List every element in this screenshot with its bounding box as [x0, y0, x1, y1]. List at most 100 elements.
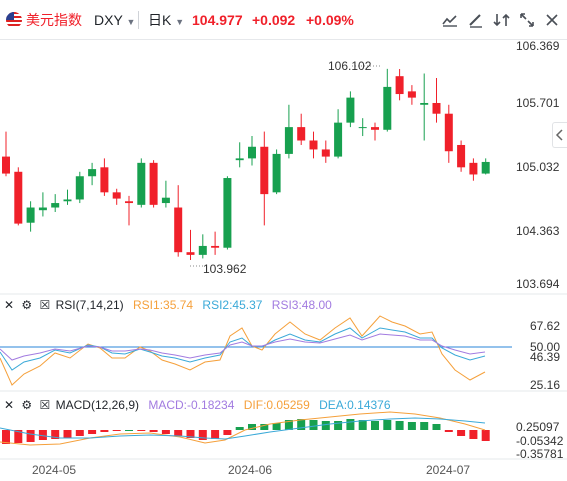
rsi2-value: RSI2:45.37 — [202, 298, 263, 312]
macd-bar — [371, 421, 379, 430]
macd-bar — [235, 427, 244, 430]
macd-tick: 0.25097 — [516, 420, 560, 434]
dea-line — [0, 417, 486, 440]
candle-body — [26, 207, 35, 223]
candle-body — [174, 207, 183, 253]
candlestick-series — [2, 68, 490, 261]
macd-tick: -0.35781 — [516, 447, 564, 461]
candle-body — [469, 162, 478, 175]
candle-body — [260, 146, 269, 195]
period-selector[interactable]: 日K ▼ — [148, 12, 184, 30]
macd-bar — [444, 430, 453, 432]
macd-bar — [149, 430, 158, 432]
expand-icon[interactable] — [517, 11, 537, 29]
candle-body — [161, 197, 170, 204]
macd-name[interactable]: MACD(12,26,9) — [55, 398, 139, 412]
macd-bar — [420, 422, 429, 430]
instrument-name[interactable]: 美元指数 — [26, 12, 82, 28]
x-axis-label: 2024-06 — [228, 463, 273, 477]
price-change-percent: +0.09% — [306, 12, 354, 28]
macd-bar — [457, 430, 466, 436]
dif-value: DIF:0.05259 — [243, 398, 310, 412]
macd-bar — [395, 421, 404, 430]
rsi1-value: RSI1:35.74 — [133, 298, 194, 312]
macd-bar — [211, 430, 220, 439]
candle-body — [309, 140, 318, 150]
macd-bar — [481, 430, 490, 441]
macd-bar — [137, 430, 146, 431]
macd-bar — [358, 420, 367, 430]
candle-body — [51, 203, 60, 208]
price-tick: 104.363 — [516, 224, 560, 238]
candle-body — [2, 156, 10, 174]
instrument-symbol[interactable]: DXY ▼ — [94, 12, 135, 30]
rsi2-line — [0, 327, 486, 371]
us-flag-icon — [6, 12, 22, 28]
divider — [138, 11, 139, 29]
candle-body — [407, 91, 416, 98]
macd-bar — [260, 424, 269, 430]
close-icon[interactable] — [542, 11, 562, 29]
macd-tick: -0.05342 — [516, 434, 564, 448]
rsi3-line — [0, 333, 486, 361]
rsi-tick: 46.39 — [530, 350, 560, 364]
draw-icon[interactable] — [466, 11, 486, 29]
chevron-down-icon: ▼ — [175, 17, 185, 27]
candle-body — [88, 169, 97, 177]
compare-icon[interactable] — [492, 11, 512, 29]
kline-chart[interactable]: 106.369 105.701 105.032 104.363 103.694 … — [0, 40, 567, 481]
macd-bar — [174, 430, 183, 436]
close-icon[interactable]: ✕ — [4, 398, 15, 412]
macd-bar — [100, 430, 109, 432]
candle-body — [137, 162, 146, 205]
candle-body — [444, 113, 453, 152]
macd-bar — [469, 430, 478, 439]
checkbox-icon[interactable]: ☒ — [39, 398, 51, 412]
chevron-down-icon: ▼ — [126, 17, 136, 27]
macd-bar — [383, 420, 392, 430]
candle-body — [235, 158, 244, 161]
settings-icon[interactable]: ⚙ — [21, 298, 33, 312]
price-tick: 106.369 — [516, 40, 560, 53]
macd-bar — [284, 420, 293, 430]
dea-value: DEA:0.14376 — [319, 398, 391, 412]
macd-bar — [112, 430, 121, 431]
macd-bar — [75, 430, 84, 436]
line-chart-icon[interactable] — [440, 11, 460, 29]
chevron-left-icon — [555, 129, 563, 141]
candle-body — [100, 167, 109, 193]
macd-value: MACD:-0.18234 — [148, 398, 235, 412]
macd-bar — [161, 430, 170, 434]
rsi3-value: RSI3:48.00 — [271, 298, 332, 312]
candle-body — [248, 146, 256, 159]
period-text: 日K — [148, 12, 172, 28]
candle-body — [383, 86, 392, 130]
candle-body — [125, 201, 133, 204]
macd-header: ✕ ⚙ ☒ MACD(12,26,9) MACD:-0.18234 DIF:0.… — [0, 396, 397, 414]
rsi-tick: 50.00 — [530, 340, 560, 354]
rsi1-line — [0, 315, 486, 386]
candle-body — [284, 127, 293, 154]
macd-bar — [88, 430, 97, 434]
candle-body — [63, 199, 72, 202]
macd-bar — [309, 420, 318, 430]
macd-bar — [26, 430, 35, 442]
candle-body — [358, 127, 367, 129]
rsi-header: ✕ ⚙ ☒ RSI(7,14,21) RSI1:35.74 RSI2:45.37… — [0, 296, 338, 314]
candle-body — [334, 122, 343, 157]
macd-bar — [63, 430, 72, 438]
settings-icon[interactable]: ⚙ — [21, 398, 33, 412]
high-price-label: 106.102 — [328, 59, 372, 73]
rsi-tick: 25.16 — [530, 378, 560, 392]
price-tick: 103.694 — [516, 277, 560, 291]
checkbox-icon[interactable]: ☒ — [39, 298, 51, 312]
candle-body — [223, 178, 232, 248]
rsi-name[interactable]: RSI(7,14,21) — [55, 298, 124, 312]
close-icon[interactable]: ✕ — [4, 298, 15, 312]
collapse-panel-button[interactable] — [552, 122, 567, 148]
candle-body — [75, 176, 84, 200]
candle-body — [432, 102, 441, 114]
last-price: 104.977 — [192, 12, 243, 28]
macd-bar — [223, 430, 232, 435]
macd-bar — [272, 423, 281, 430]
